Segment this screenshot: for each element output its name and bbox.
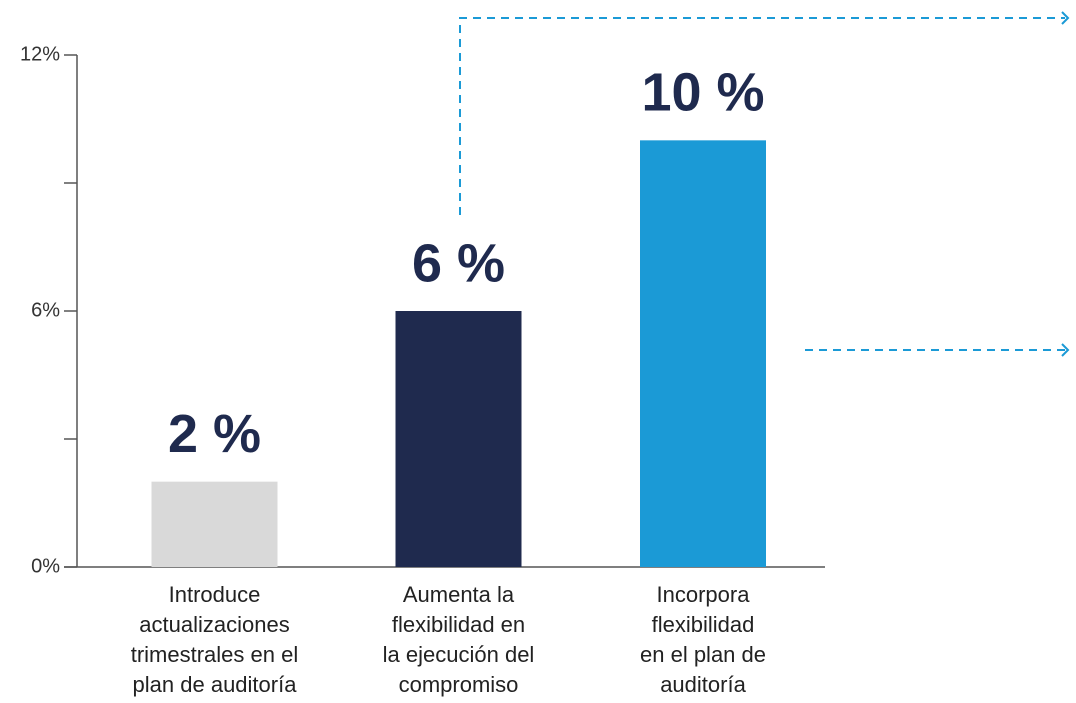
value-label: 10 % bbox=[641, 63, 764, 123]
bar bbox=[640, 140, 766, 568]
callout-arrow bbox=[1061, 343, 1070, 357]
x-tick-label: Incorpora flexibilidad en el plan de aud… bbox=[640, 582, 766, 697]
y-tick-label: 0% bbox=[31, 555, 60, 577]
x-tick-label: Introduce actualizaciones trimestrales e… bbox=[130, 582, 299, 697]
value-label: 6 % bbox=[412, 233, 505, 293]
callout-lines bbox=[459, 11, 1070, 357]
y-tick-label: 12% bbox=[20, 43, 60, 65]
callout-line bbox=[459, 17, 1065, 215]
value-label: 2 % bbox=[168, 404, 261, 464]
y-tick-label: 6% bbox=[31, 299, 60, 321]
callout-arrow bbox=[1061, 11, 1070, 25]
x-tick-label: Aumenta la flexibilidad en la ejecución … bbox=[382, 582, 535, 697]
bar bbox=[151, 481, 278, 567]
bar bbox=[395, 311, 522, 567]
